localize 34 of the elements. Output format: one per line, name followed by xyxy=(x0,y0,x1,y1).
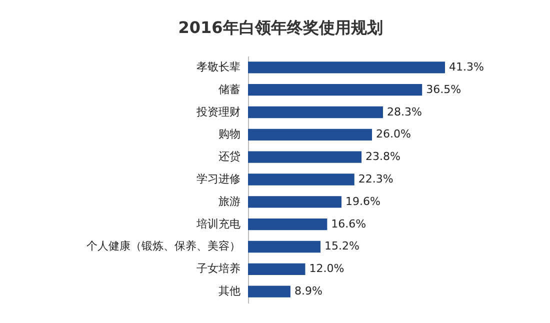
data-label: 19.6% xyxy=(345,194,380,208)
data-label: 28.3% xyxy=(386,105,422,118)
data-label: 36.5% xyxy=(426,82,462,96)
data-label: 16.6% xyxy=(331,217,366,230)
bar xyxy=(248,286,290,298)
bar xyxy=(248,240,321,253)
bar xyxy=(248,62,445,74)
data-label: 23.8% xyxy=(366,150,400,164)
y-tick-label: 其他 xyxy=(218,284,240,298)
y-tick-label: 培训充电 xyxy=(196,217,240,230)
data-label: 22.3% xyxy=(358,172,394,186)
y-tick-label: 子女培养 xyxy=(196,262,240,276)
y-tick-label: 投资理财 xyxy=(196,105,240,118)
y-tick-label: 储蓄 xyxy=(218,82,240,96)
data-label: 41.3% xyxy=(449,60,484,74)
data-label: 15.2% xyxy=(324,240,360,253)
bar xyxy=(248,218,328,230)
y-tick-label: 还贷 xyxy=(218,150,240,164)
bar xyxy=(248,196,342,208)
y-tick-label: 购物 xyxy=(218,128,240,141)
y-tick-label: 学习进修 xyxy=(196,172,240,186)
y-tick-label: 孝敬长辈 xyxy=(196,60,240,74)
data-label: 8.9% xyxy=(294,284,322,298)
bar xyxy=(248,174,354,186)
data-label: 12.0% xyxy=(309,262,344,276)
chart-title: 2016年白领年终奖使用规划 xyxy=(178,18,383,37)
data-label: 26.0% xyxy=(376,128,411,141)
y-tick-label: 旅游 xyxy=(218,194,240,208)
bar xyxy=(248,106,383,118)
bar xyxy=(248,128,372,140)
bar xyxy=(248,263,306,275)
y-tick-label: 个人健康（锻炼、保养、美容） xyxy=(86,240,240,253)
bar xyxy=(248,84,422,96)
bar xyxy=(248,151,362,163)
